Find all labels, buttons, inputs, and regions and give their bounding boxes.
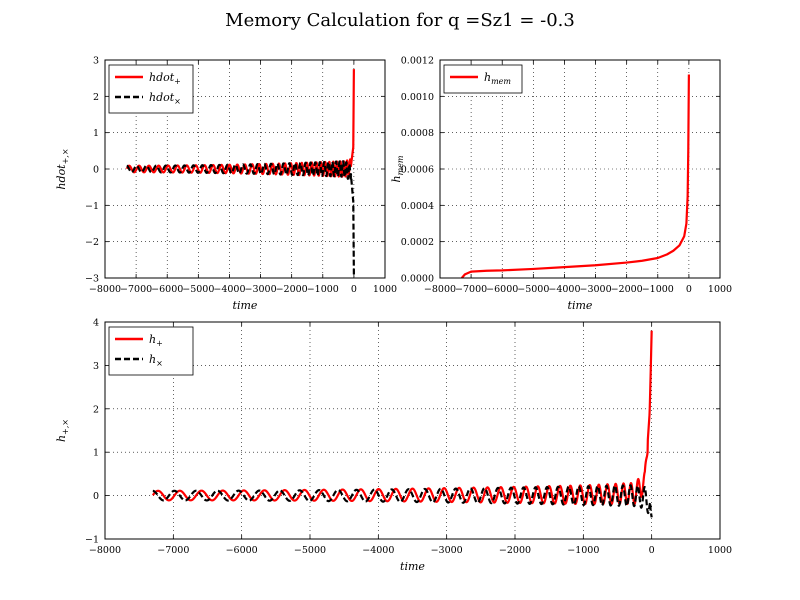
y-tick-label: 0.0012 [401, 56, 434, 67]
y-tick-label: −2 [85, 237, 99, 248]
legend: h+h× [108, 326, 194, 376]
y-tick-label: −3 [85, 274, 99, 285]
y-tick-label: 0 [93, 491, 99, 502]
series-line-cross [152, 484, 653, 518]
x-tick-label: −8000 [89, 545, 121, 556]
legend-box [108, 326, 194, 376]
x-tick-label: −5000 [294, 545, 326, 556]
x-tick-label: −7000 [120, 284, 152, 295]
x-tick-label: −2000 [499, 545, 531, 556]
x-tick-label: −1000 [567, 545, 599, 556]
x-tick-label: −3000 [244, 284, 276, 295]
legend-label: hdot× [149, 91, 181, 106]
legend: hmem [443, 64, 523, 94]
y-tick-label: 4 [93, 318, 99, 329]
x-tick-label: −4000 [213, 284, 245, 295]
x-tick-label: −7000 [455, 284, 487, 295]
x-tick-label: 1000 [708, 284, 732, 295]
series-group [460, 74, 690, 278]
x-tick-label: 0 [649, 545, 655, 556]
y-axis-label: hdot+,× [55, 148, 70, 189]
x-tick-label: −5000 [182, 284, 214, 295]
x-tick-label: 0 [686, 284, 692, 295]
x-tick-label: −8000 [89, 284, 121, 295]
y-tick-label: 1 [93, 448, 99, 459]
y-tick-label: 0.0002 [401, 237, 434, 248]
figure-title: Memory Calculation for q =Sz1 = -0.3 [225, 10, 575, 31]
panel-hdot: −8000−7000−6000−5000−4000−3000−2000−1000… [55, 56, 397, 313]
y-tick-label: −1 [85, 201, 99, 212]
plot-frame [439, 59, 721, 279]
x-tick-label: −3000 [579, 284, 611, 295]
series-line-cross [125, 160, 355, 275]
series-group [125, 69, 355, 275]
x-tick-label: −2000 [611, 284, 643, 295]
series-line-mem [460, 74, 690, 278]
series-line-plus [151, 330, 653, 506]
series-group [151, 330, 653, 518]
x-axis-label: time [233, 299, 258, 312]
x-tick-label: −4000 [548, 284, 580, 295]
x-tick-label: 0 [351, 284, 357, 295]
y-tick-label: 0.0008 [401, 128, 434, 139]
legend-box [108, 64, 194, 114]
x-tick-label: −4000 [362, 545, 394, 556]
x-axis-label: time [568, 299, 593, 312]
y-axis-label: hmem [390, 155, 405, 182]
x-tick-label: −3000 [431, 545, 463, 556]
y-axis-label: h+,× [55, 419, 70, 442]
plot-frame [104, 321, 721, 540]
y-tick-label: 0.0006 [401, 165, 434, 176]
y-tick-label: 0.0010 [401, 92, 434, 103]
x-tick-label: −7000 [157, 545, 189, 556]
panel-hmem: −8000−7000−6000−5000−4000−3000−2000−1000… [390, 56, 732, 313]
y-tick-label: −1 [85, 535, 99, 546]
y-tick-label: 1 [93, 128, 99, 139]
y-tick-label: 2 [93, 404, 99, 415]
x-tick-label: 1000 [373, 284, 397, 295]
legend-box [443, 64, 523, 94]
x-tick-label: −6000 [226, 545, 258, 556]
y-tick-label: 0 [93, 165, 99, 176]
y-tick-label: 2 [93, 92, 99, 103]
x-tick-label: −1000 [307, 284, 339, 295]
panel-h: −8000 −7000 −6000 −5000 −4000 −3000 −2000 −1000… [55, 318, 732, 574]
legend-label: hdot+ [149, 71, 181, 86]
x-axis-label: time [400, 560, 425, 573]
y-tick-label: 3 [93, 361, 99, 372]
legend: hdot+ hdot× [108, 64, 194, 114]
x-tick-label: −6000 [151, 284, 183, 295]
x-tick-label: −2000 [276, 284, 308, 295]
x-tick-label: −8000 [424, 284, 456, 295]
y-tick-label: 0.0004 [401, 201, 434, 212]
x-tick-label: −1000 [642, 284, 674, 295]
y-tick-label: 0.0000 [401, 274, 434, 285]
plot-frame [104, 59, 386, 279]
x-tick-label: −6000 [486, 284, 518, 295]
x-tick-label: −5000 [517, 284, 549, 295]
x-tick-label: 1000 [708, 545, 732, 556]
y-tick-label: 3 [93, 56, 99, 67]
